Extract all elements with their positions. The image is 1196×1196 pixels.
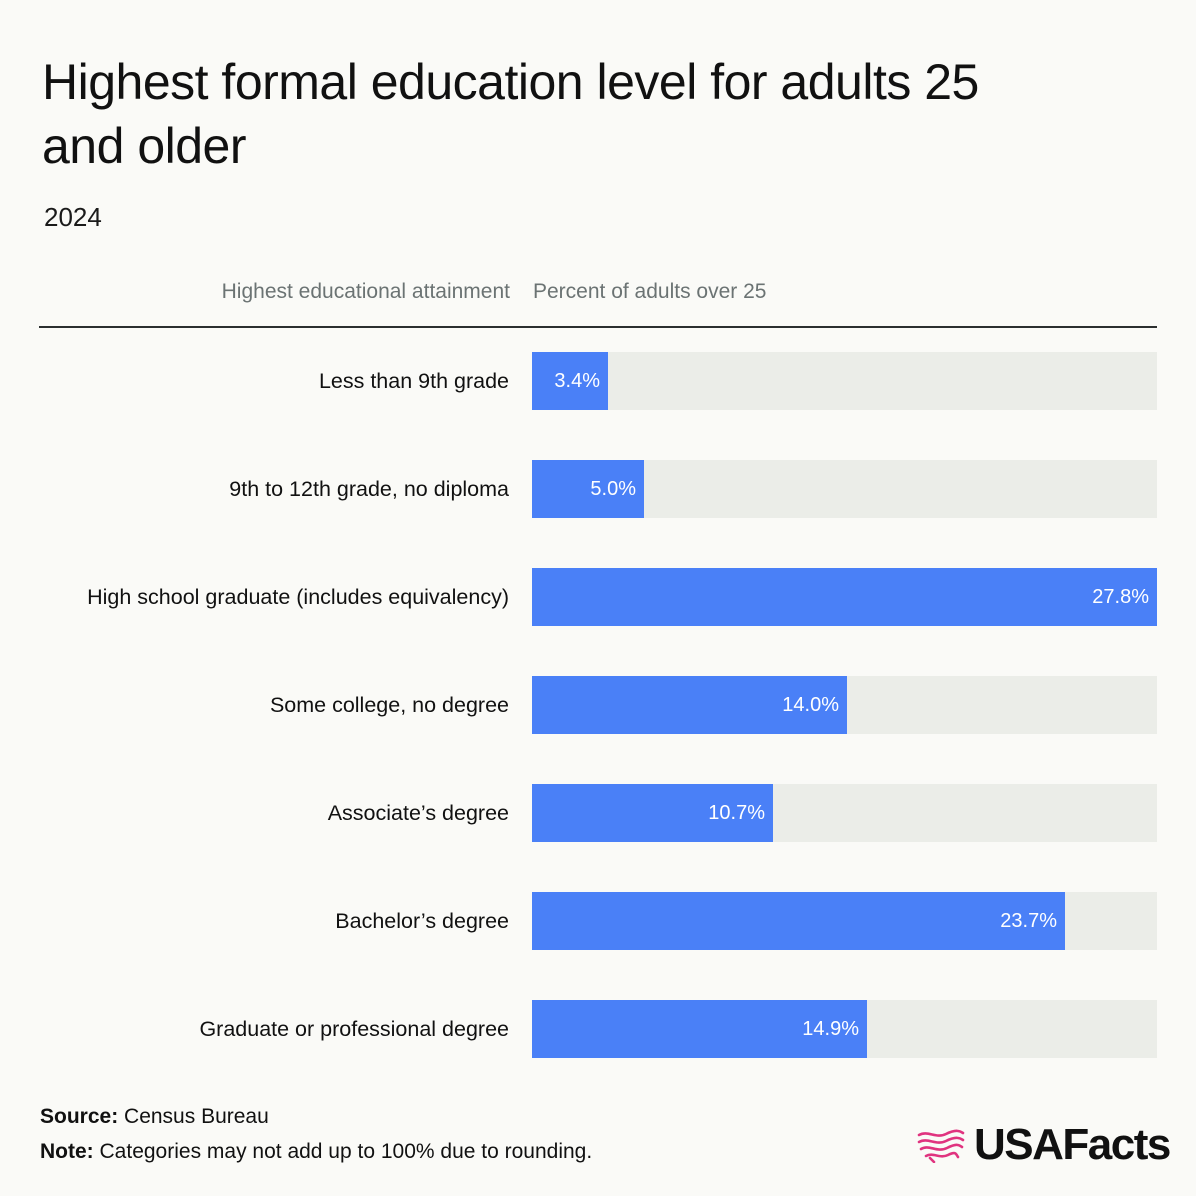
bar-value-label: 23.7% xyxy=(1000,910,1057,932)
source-label: Source: xyxy=(40,1105,119,1128)
bar-value-label: 14.0% xyxy=(782,694,839,716)
header-divider xyxy=(39,326,1157,328)
bar-track: 23.7% xyxy=(532,892,1157,950)
note-text: Categories may not add up to 100% due to… xyxy=(99,1140,593,1163)
bar xyxy=(532,1000,867,1058)
bar xyxy=(532,568,1157,626)
value-column-header: Percent of adults over 25 xyxy=(533,280,767,303)
bar xyxy=(532,352,608,410)
bar-track: 27.8% xyxy=(532,568,1157,626)
source-text: Census Bureau xyxy=(124,1105,269,1128)
bar xyxy=(532,784,773,842)
chart-title: Highest formal education level for adult… xyxy=(42,54,979,174)
category-label: Some college, no degree xyxy=(269,693,509,717)
bar xyxy=(532,892,1065,950)
category-label: High school graduate (includes equivalen… xyxy=(87,585,509,609)
category-label: Graduate or professional degree xyxy=(199,1017,509,1041)
usafacts-logo: USAFacts xyxy=(916,1120,1171,1170)
category-label: Less than 9th grade xyxy=(318,369,509,393)
bar-track: 10.7% xyxy=(532,784,1157,842)
bar-track: 3.4% xyxy=(532,352,1157,410)
note-label: Note: xyxy=(40,1140,94,1163)
bar-value-label: 10.7% xyxy=(708,802,765,824)
bar-value-label: 14.9% xyxy=(802,1018,859,1040)
bar-track: 14.9% xyxy=(532,1000,1157,1058)
source-line: Source: Census Bureau xyxy=(40,1105,269,1129)
bar-value-label: 5.0% xyxy=(590,478,636,500)
bar-value-label: 27.8% xyxy=(1092,586,1149,608)
chart-subtitle: 2024 xyxy=(44,202,102,232)
bar xyxy=(532,676,847,734)
bar xyxy=(532,460,644,518)
bar-track: 14.0% xyxy=(532,676,1157,734)
bar-track: 5.0% xyxy=(532,460,1157,518)
note-line: Note: Categories may not add up to 100% … xyxy=(40,1140,592,1164)
category-column-header: Highest educational attainment xyxy=(221,280,510,303)
usafacts-flag-map-icon xyxy=(917,1129,965,1163)
bar-value-label: 3.4% xyxy=(554,370,600,392)
category-label: 9th to 12th grade, no diploma xyxy=(229,477,509,501)
category-label: Bachelor’s degree xyxy=(335,909,509,933)
logo-text: USAFacts xyxy=(974,1120,1171,1169)
category-label: Associate’s degree xyxy=(327,801,509,825)
